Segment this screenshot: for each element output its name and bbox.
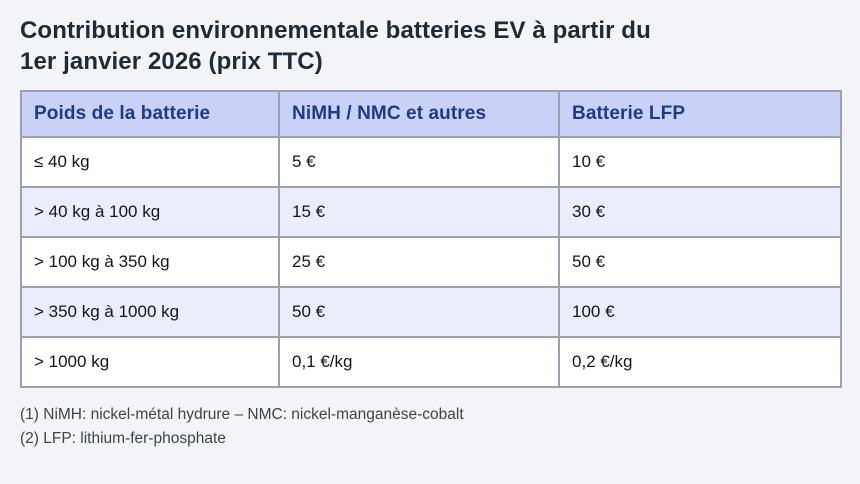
- table-row: > 1000 kg 0,1 €/kg 0,2 €/kg: [20, 336, 842, 388]
- page-title: Contribution environnementale batteries …: [20, 15, 840, 77]
- cell-weight: > 100 kg à 350 kg: [20, 236, 280, 288]
- table-row: > 100 kg à 350 kg 25 € 50 €: [20, 236, 842, 288]
- column-header-battery-weight: Poids de la batterie: [20, 90, 280, 138]
- cell-lfp-price: 10 €: [558, 136, 842, 188]
- battery-contribution-table: Poids de la batterie NiMH / NMC et autre…: [20, 90, 842, 388]
- page-title-line-2: 1er janvier 2026 (prix TTC): [20, 48, 323, 75]
- cell-lfp-price: 50 €: [558, 236, 842, 288]
- page-title-line-1: Contribution environnementale batteries …: [20, 17, 651, 44]
- column-header-nimh-nmc: NiMH / NMC et autres: [278, 90, 560, 138]
- cell-weight: > 350 kg à 1000 kg: [20, 286, 280, 338]
- cell-nimh-nmc-price: 50 €: [278, 286, 560, 338]
- table-header-row: Poids de la batterie NiMH / NMC et autre…: [20, 90, 842, 138]
- cell-weight: > 40 kg à 100 kg: [20, 186, 280, 238]
- table-row: ≤ 40 kg 5 € 10 €: [20, 136, 842, 188]
- table-row: > 40 kg à 100 kg 15 € 30 €: [20, 186, 842, 238]
- column-header-lfp: Batterie LFP: [558, 90, 842, 138]
- footnote-nimh-nmc: (1) NiMH: nickel-métal hydrure – NMC: ni…: [20, 406, 464, 423]
- footnotes: (1) NiMH: nickel-métal hydrure – NMC: ni…: [20, 406, 840, 447]
- cell-lfp-price: 0,2 €/kg: [558, 336, 842, 388]
- cell-nimh-nmc-price: 25 €: [278, 236, 560, 288]
- cell-lfp-price: 30 €: [558, 186, 842, 238]
- cell-nimh-nmc-price: 0,1 €/kg: [278, 336, 560, 388]
- table-row: > 350 kg à 1000 kg 50 € 100 €: [20, 286, 842, 338]
- cell-nimh-nmc-price: 15 €: [278, 186, 560, 238]
- cell-nimh-nmc-price: 5 €: [278, 136, 560, 188]
- cell-weight: ≤ 40 kg: [20, 136, 280, 188]
- cell-lfp-price: 100 €: [558, 286, 842, 338]
- footnote-lfp: (2) LFP: lithium-fer-phosphate: [20, 430, 226, 447]
- cell-weight: > 1000 kg: [20, 336, 280, 388]
